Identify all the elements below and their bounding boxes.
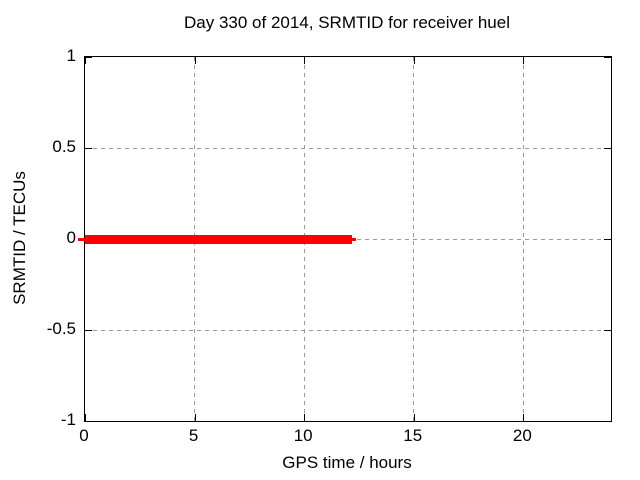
y-tick-mark [85,330,92,331]
y-tick-mark [604,148,611,149]
x-tick-label: 20 [512,426,532,445]
x-tick-label: 10 [293,426,313,445]
y-gridline [85,147,611,149]
series-line-segment [85,234,353,244]
x-tick-mark [523,414,525,421]
plot-area [78,56,612,422]
y-tick-label: 1 [66,46,76,65]
y-tick-mark [604,239,611,240]
chart-title: Day 330 of 2014, SRMTID for receiver hue… [184,13,510,32]
x-axis-label: GPS time / hours [282,453,412,472]
x-tick-mark [304,414,306,421]
x-tick-mark [85,57,86,64]
y-tick-mark [604,421,611,422]
x-tick-mark [523,57,525,64]
x-tick-label: 5 [188,426,199,445]
x-tick-mark [85,414,86,421]
y-tick-mark [604,57,611,58]
y-tick-mark [604,330,611,331]
y-tick-mark [85,421,92,422]
y-tick-label: -0.5 [46,319,76,338]
y-tick-mark [85,148,92,149]
x-tick-mark [194,57,196,64]
x-tick-mark [413,57,415,64]
x-tick-mark [194,414,196,421]
y-tick-label: -1 [60,410,76,429]
y-tick-label: 0.5 [52,137,76,156]
x-tick-mark [304,57,306,64]
y-tick-mark [85,57,92,58]
x-tick-label: 0 [79,426,89,445]
y-gridline [85,329,611,331]
series-line-segment [352,237,357,241]
series-line-segment [78,237,85,241]
x-tick-label: 15 [403,426,423,445]
y-tick-label: 0 [66,228,76,247]
x-tick-mark [413,414,415,421]
